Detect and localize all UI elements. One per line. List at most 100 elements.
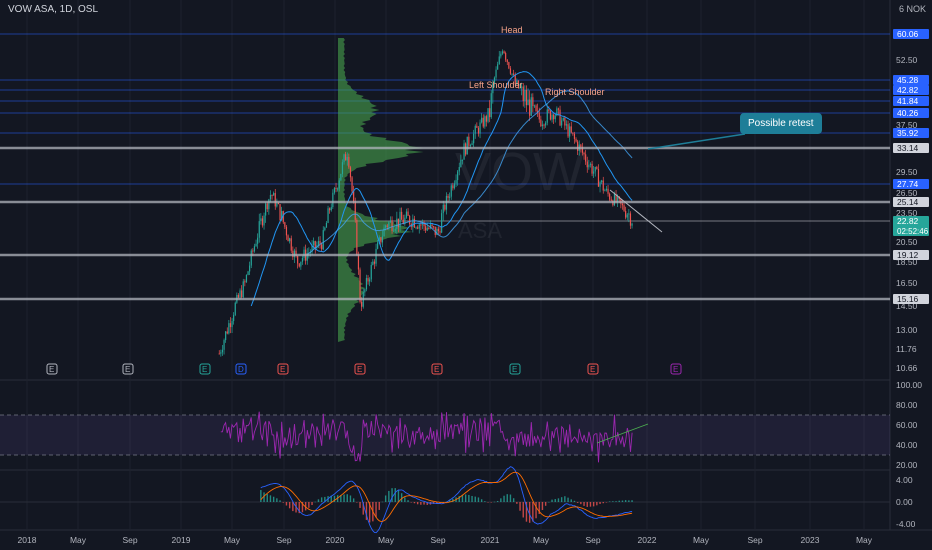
event-marker-icon xyxy=(670,363,682,375)
event-marker-label: E xyxy=(673,365,678,374)
macd-histogram-bar xyxy=(317,499,320,502)
candle-body xyxy=(508,62,510,69)
time-axis-label: Sep xyxy=(276,535,291,545)
candle-body xyxy=(234,302,236,315)
candle-body xyxy=(437,228,440,232)
candle-body xyxy=(580,144,582,148)
candle-body xyxy=(409,215,411,225)
macd-histogram-bar xyxy=(528,502,531,523)
macd-histogram-bar xyxy=(378,502,380,510)
candle-body xyxy=(562,118,564,121)
candle-body xyxy=(617,196,619,202)
candle-body xyxy=(244,281,246,283)
macd-histogram-bar xyxy=(320,497,323,502)
time-axis-label: 2022 xyxy=(638,535,657,545)
macd-histogram-bar xyxy=(618,500,620,502)
candle-body xyxy=(466,136,468,155)
candle-body xyxy=(474,125,476,134)
candle-body xyxy=(317,241,320,246)
macd-histogram-bar xyxy=(375,502,377,518)
candle-body xyxy=(588,164,590,168)
candle-body xyxy=(225,331,227,341)
macd-histogram-bar xyxy=(599,502,601,504)
candle-body xyxy=(329,208,331,211)
candle-body xyxy=(228,323,230,334)
candle-body xyxy=(399,211,401,228)
time-axis-label: 2021 xyxy=(481,535,500,545)
candle-body xyxy=(269,195,272,200)
candle-body xyxy=(429,224,432,229)
macd-histogram-bar xyxy=(276,498,278,502)
candle-body xyxy=(626,214,628,218)
macd-histogram-bar xyxy=(592,502,595,507)
macd-histogram-bar xyxy=(621,500,624,502)
macd-histogram-bar xyxy=(522,502,524,518)
macd-histogram-bar xyxy=(298,502,300,514)
price-axis-label: 10.66 xyxy=(896,363,918,373)
macd-histogram-bar xyxy=(308,502,310,508)
candle-body xyxy=(431,224,433,227)
candle-body xyxy=(407,211,409,216)
possible-retest-note[interactable]: Possible retest xyxy=(740,113,822,134)
price-axis-label: 20.50 xyxy=(896,237,918,247)
candle-body xyxy=(255,243,257,247)
candle-body xyxy=(541,124,544,127)
candle-body xyxy=(245,274,248,282)
time-axis-label: May xyxy=(856,535,873,545)
candle-body xyxy=(311,245,313,252)
macd-histogram-bar xyxy=(480,499,483,502)
candle-body xyxy=(241,290,243,298)
candle-body xyxy=(377,242,379,249)
candle-body xyxy=(543,124,545,126)
macd-histogram-bar xyxy=(461,494,464,502)
candle-body xyxy=(596,166,598,169)
price-tag xyxy=(893,85,929,95)
candle-body xyxy=(276,202,278,207)
candle-body xyxy=(479,122,481,134)
macd-histogram-bar xyxy=(583,502,585,506)
candle-body xyxy=(375,248,377,264)
candle-body xyxy=(231,321,233,328)
candle-body xyxy=(420,224,422,226)
candle-body xyxy=(268,199,270,210)
candle-body xyxy=(338,180,340,189)
event-marker-label: E xyxy=(357,365,362,374)
candle-body xyxy=(348,156,350,168)
candle-body xyxy=(469,145,472,147)
time-axis-label: 2019 xyxy=(172,535,191,545)
candle-body xyxy=(229,323,232,328)
macd-histogram-bar xyxy=(496,500,499,502)
macd-histogram-bar xyxy=(602,502,604,504)
macd-histogram-bar xyxy=(420,502,422,505)
candle-body xyxy=(333,188,336,193)
candle-body xyxy=(506,59,508,63)
volume-profile-area xyxy=(338,38,424,342)
symbol-title[interactable]: VOW ASA, 1D, OSL xyxy=(8,4,99,15)
macd-histogram-bar xyxy=(384,495,387,502)
retest-pointer-line xyxy=(647,133,746,150)
macd-histogram-bar xyxy=(589,502,592,507)
candle-body xyxy=(519,87,521,89)
candle-body xyxy=(394,229,396,231)
time-axis-label: May xyxy=(533,535,550,545)
macd-histogram-bar xyxy=(285,502,288,506)
price-axis-label: 29.50 xyxy=(896,167,918,177)
candle-body xyxy=(482,117,484,127)
candle-body xyxy=(442,204,444,214)
candle-body xyxy=(621,203,624,206)
macd-histogram-bar xyxy=(410,502,412,503)
candle-body xyxy=(573,133,576,139)
candle-body xyxy=(361,301,363,307)
candle-body xyxy=(628,213,630,215)
candle-body xyxy=(250,250,252,266)
candle-body xyxy=(554,115,556,120)
macd-histogram-bar xyxy=(605,502,608,503)
candle-body xyxy=(607,188,609,194)
moving-average-slow xyxy=(306,90,633,256)
candle-body xyxy=(513,73,515,75)
price-tag xyxy=(893,294,929,304)
macd-histogram-bar xyxy=(400,493,403,502)
candle-body xyxy=(500,53,502,57)
macd-histogram-bar xyxy=(304,502,307,511)
